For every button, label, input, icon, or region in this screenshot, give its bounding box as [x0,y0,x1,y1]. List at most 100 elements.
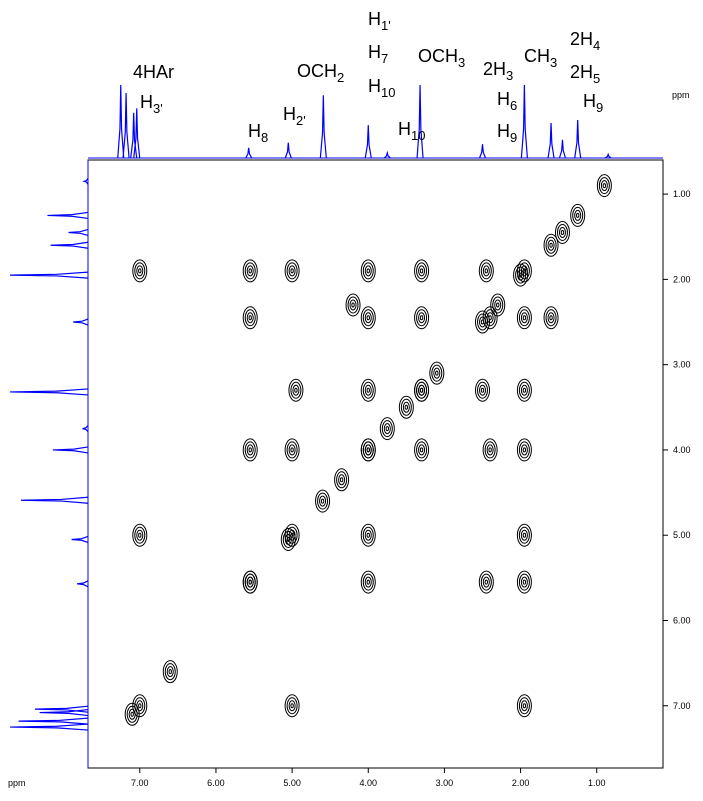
y-tick-label: 5.00 [673,530,691,540]
x-tick-label: 4.00 [359,778,377,788]
cross-peak-contour [560,229,565,235]
y-tick-label: 3.00 [673,360,691,370]
cross-peak-contour [479,316,487,328]
projection-peak-top [122,93,130,159]
cross-peak-contour [522,579,527,585]
annotation-subscript: 10 [411,128,425,143]
cross-peak-contour [556,223,568,241]
projection-peak-top [547,122,555,159]
projection-peak-top [604,152,612,159]
cross-peak-contour [419,268,424,274]
cross-peak-contour [486,444,494,456]
cross-peak-contour [132,523,148,547]
cross-peak-contour [475,310,491,334]
cross-peak-contour [543,306,559,330]
cross-peak-contour [522,387,527,393]
cross-peak-contour [518,381,530,399]
cross-peak-contour [480,262,492,280]
annotation-text: H [140,92,153,112]
annotation-text: H [398,119,411,139]
projection-peak-left [18,717,89,725]
cross-peak-contour [518,441,530,459]
x-tick-label: 7.00 [131,778,149,788]
annotation-text: H [368,76,381,96]
cross-peak-contour [164,663,176,681]
projection-peak-top [319,95,327,159]
cross-peak-contour [496,302,500,308]
annotation-subscript: 2' [296,113,306,128]
projection-peak-left [52,446,89,454]
cross-peak-contour [402,401,410,413]
cross-peak-contour [518,526,530,544]
projection-peak-left [20,496,89,504]
peak-annotation: H6 [497,89,517,113]
peak-annotation: H7 [368,42,388,66]
cross-peak-contour [516,570,532,594]
cross-peak-contour [400,398,412,416]
annotation-text: H [368,9,381,29]
cross-peak-contour [286,697,298,715]
cross-peak-contour [516,378,532,402]
cross-peak-contour [290,703,294,709]
cross-peak-contour [515,266,527,284]
cross-peak-contour [480,387,485,393]
cross-peak-contour [516,523,532,547]
cross-peak-contour [398,395,414,419]
projection-peak-left [82,177,89,185]
cross-peak-contour [482,438,498,462]
y-tick-label: 2.00 [673,274,691,284]
annotation-subscript: 4 [593,38,600,53]
cross-peak-contour [418,444,426,456]
cross-peak-contour [366,447,370,453]
annotation-subscript: 3 [506,68,513,83]
projection-peak-left [50,241,89,249]
cross-peak-contour [418,265,426,277]
cross-peak-contour [484,309,496,327]
annotation-text: H [248,121,261,141]
annotation-subscript: 3 [550,55,557,70]
cross-peak-contour [124,702,140,726]
cross-peak-contour [132,694,148,718]
cross-peak-contour [480,573,492,591]
cross-peak-contour [419,315,424,321]
cross-peak-contour [381,420,393,438]
projection-peak-top [284,142,292,159]
y-tick-label: 6.00 [673,615,691,625]
cross-peak-contour [490,293,506,317]
peak-annotation: OCH3 [418,46,465,70]
cross-peak-contour [484,579,489,585]
cross-peak-contour [362,381,374,399]
cross-peak-contour [364,312,372,324]
projection-peak-top [364,125,372,159]
cross-peak-contour [360,523,376,547]
cross-peak-contour [366,268,370,274]
cross-peak-contour [518,309,530,327]
cross-peak-contour [168,669,172,675]
cross-peak-contour [494,299,502,311]
cross-peak-contour [345,293,361,317]
cross-peak-contour [416,441,428,459]
cross-peak-contour [360,259,376,283]
cross-peak-contour [416,262,428,280]
peak-annotation: 4HAr [133,62,174,82]
projection-peak-left [77,580,89,588]
cross-peak-contour [362,262,374,280]
cross-peak-contour [246,265,254,277]
cross-peak-contour [482,306,498,330]
cross-peak-contour [574,209,582,221]
cross-peak-contour [286,536,290,542]
cross-peak-contour [419,447,424,453]
cross-peak-contour [518,573,530,591]
peak-annotation: 2H5 [570,62,600,86]
cross-peak-contour [414,378,430,402]
cross-peak-contour [288,444,296,456]
peak-annotation: H3' [140,92,163,116]
cross-peak-contour [128,708,136,720]
y-tick-label: 7.00 [673,701,691,711]
cross-peak-contour [364,265,372,277]
cross-peak-contour [284,523,300,547]
cross-peak-contour [162,660,178,684]
cross-peak-contour [317,492,329,510]
cross-peak-contour [134,697,146,715]
